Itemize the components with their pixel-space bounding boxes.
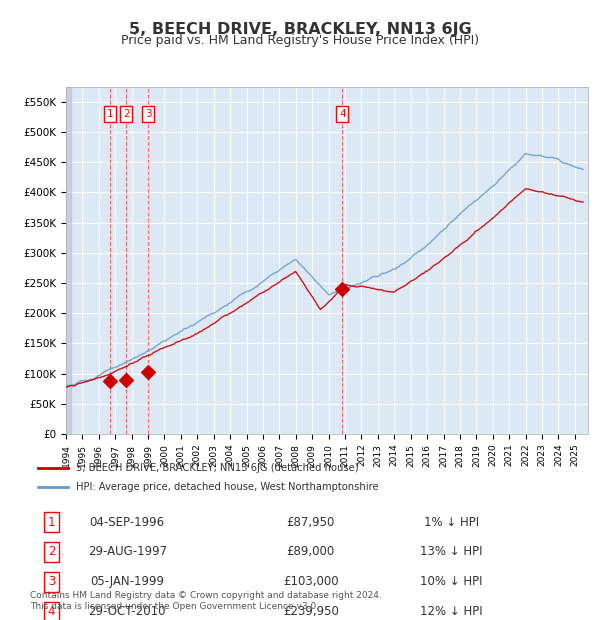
Text: 3: 3 [145,109,152,119]
Text: 5, BEECH DRIVE, BRACKLEY, NN13 6JG (detached house): 5, BEECH DRIVE, BRACKLEY, NN13 6JG (deta… [76,463,359,473]
Text: 4: 4 [339,109,346,119]
Point [105,376,115,386]
Text: 12% ↓ HPI: 12% ↓ HPI [420,605,482,618]
Text: 1: 1 [48,516,55,528]
Text: 1% ↓ HPI: 1% ↓ HPI [424,516,479,528]
Text: 29-AUG-1997: 29-AUG-1997 [88,546,167,559]
Text: Contains HM Land Registry data © Crown copyright and database right 2024.
This d: Contains HM Land Registry data © Crown c… [30,591,382,611]
Text: 4: 4 [48,605,55,618]
Point [143,367,153,377]
Text: 04-SEP-1996: 04-SEP-1996 [89,516,165,528]
Text: £239,950: £239,950 [283,605,339,618]
Text: 29-OCT-2010: 29-OCT-2010 [88,605,166,618]
Text: £103,000: £103,000 [283,575,338,588]
Text: 3: 3 [48,575,55,588]
Text: £89,000: £89,000 [287,546,335,559]
Text: 10% ↓ HPI: 10% ↓ HPI [420,575,482,588]
Text: 13% ↓ HPI: 13% ↓ HPI [420,546,482,559]
Text: 5, BEECH DRIVE, BRACKLEY, NN13 6JG: 5, BEECH DRIVE, BRACKLEY, NN13 6JG [128,22,472,37]
Text: 2: 2 [123,109,130,119]
Text: £87,950: £87,950 [287,516,335,528]
Text: 1: 1 [107,109,113,119]
Point [337,284,347,294]
Text: 2: 2 [48,546,55,559]
Text: HPI: Average price, detached house, West Northamptonshire: HPI: Average price, detached house, West… [76,482,379,492]
Text: 05-JAN-1999: 05-JAN-1999 [90,575,164,588]
Text: Price paid vs. HM Land Registry's House Price Index (HPI): Price paid vs. HM Land Registry's House … [121,34,479,47]
Point [121,375,131,385]
